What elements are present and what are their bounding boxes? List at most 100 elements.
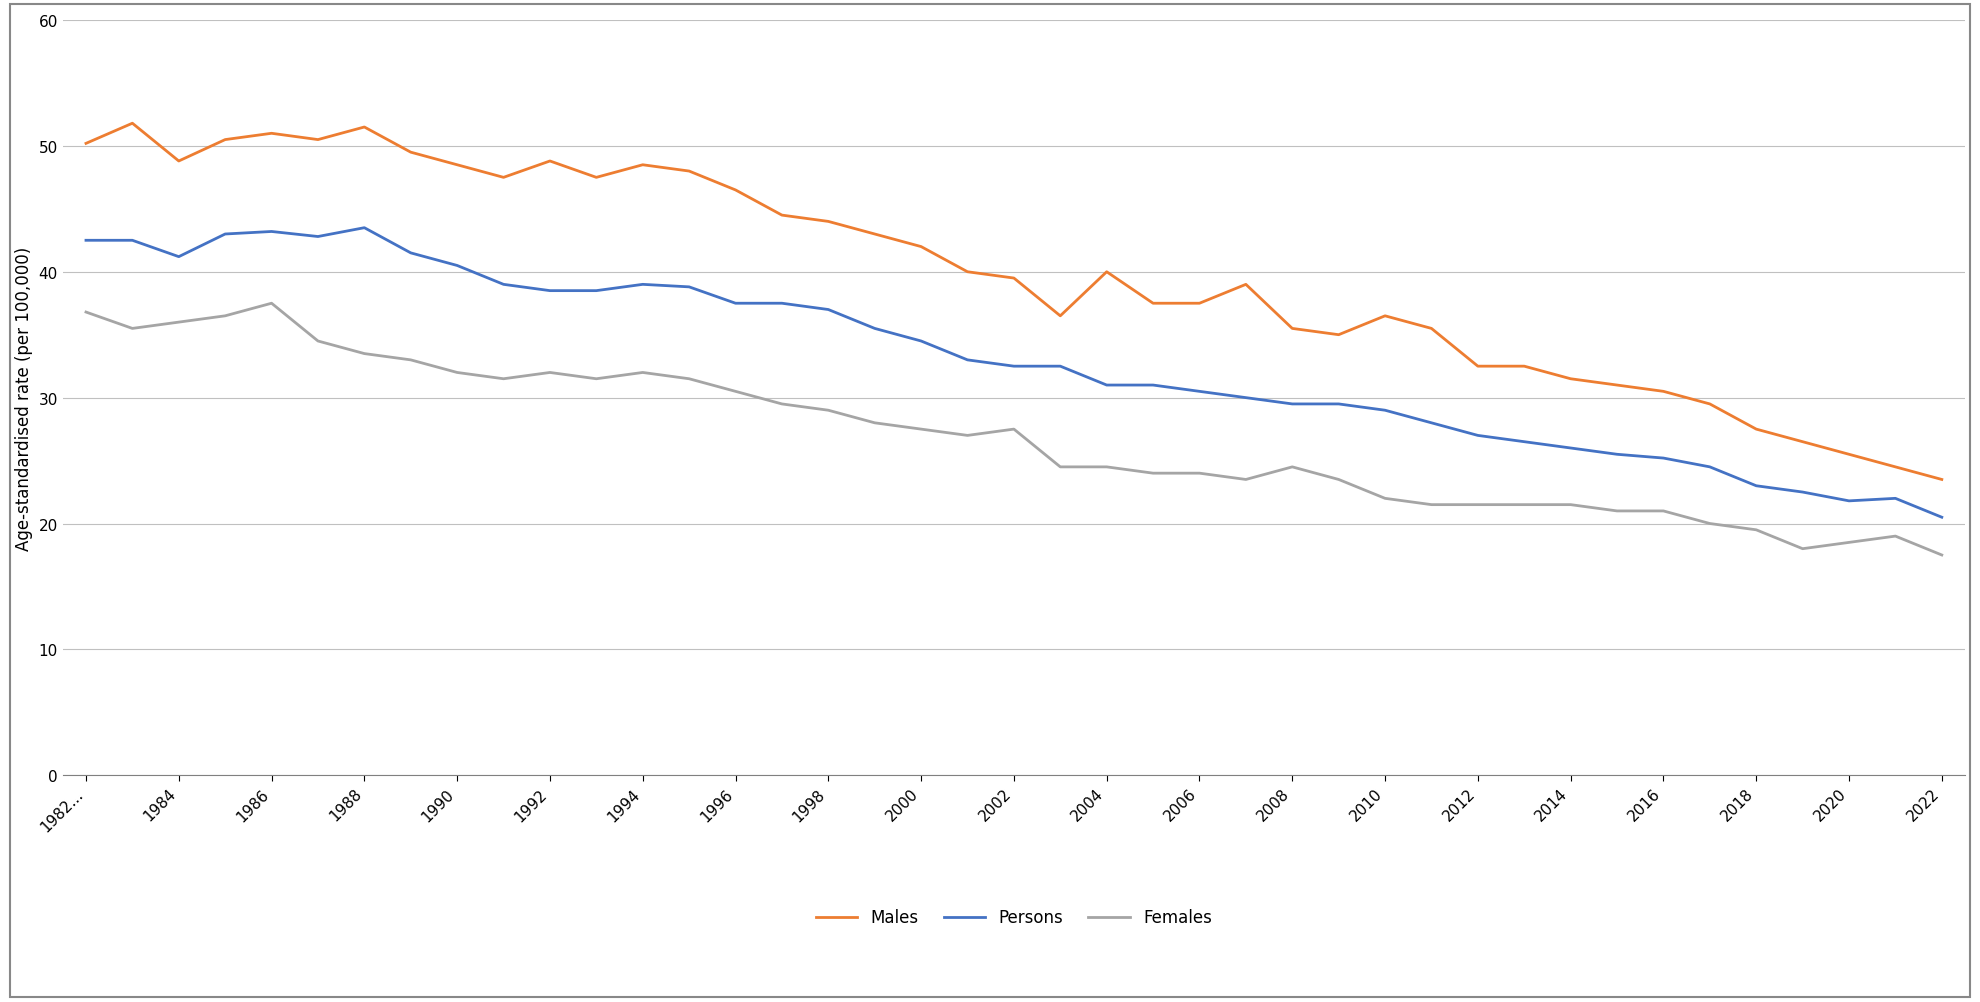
Females	[1558, 499, 1582, 511]
Females	[770, 399, 794, 411]
Males	[446, 159, 469, 171]
Males	[1606, 380, 1630, 392]
Persons	[1374, 405, 1398, 417]
Persons	[1420, 418, 1443, 430]
Persons	[1095, 380, 1119, 392]
Persons	[1513, 436, 1536, 448]
Females	[166, 317, 190, 329]
Line: Persons: Persons	[85, 228, 1942, 518]
Males	[677, 166, 701, 178]
Persons	[1651, 453, 1675, 465]
Males	[1883, 461, 1907, 473]
Males	[1513, 361, 1536, 373]
Females	[1234, 474, 1257, 486]
Legend: Males, Persons, Females: Males, Persons, Females	[810, 902, 1220, 933]
Persons	[259, 226, 283, 238]
Males	[1049, 311, 1073, 323]
Males	[1374, 311, 1398, 323]
Persons	[632, 279, 655, 291]
Males	[956, 267, 980, 279]
Persons	[539, 286, 562, 298]
Females	[259, 298, 283, 310]
Females	[1281, 461, 1305, 473]
Persons	[1790, 487, 1814, 499]
Males	[1930, 474, 1954, 486]
Males	[73, 138, 97, 150]
Males	[909, 241, 933, 254]
Males	[1699, 399, 1723, 411]
Females	[491, 374, 515, 386]
Males	[1420, 323, 1443, 335]
Males	[1281, 323, 1305, 335]
Females	[1049, 461, 1073, 473]
Males	[398, 147, 422, 159]
Line: Males: Males	[85, 124, 1942, 480]
Females	[446, 367, 469, 379]
Persons	[1465, 430, 1489, 442]
Females	[1327, 474, 1350, 486]
Persons	[1140, 380, 1164, 392]
Females	[214, 311, 238, 323]
Persons	[677, 282, 701, 294]
Persons	[770, 298, 794, 310]
Persons	[1744, 480, 1768, 492]
Persons	[121, 235, 145, 247]
Males	[1790, 436, 1814, 448]
Persons	[1558, 443, 1582, 455]
Males	[214, 134, 238, 146]
Persons	[73, 235, 97, 247]
Males	[1095, 267, 1119, 279]
Females	[1420, 499, 1443, 511]
Females	[1374, 493, 1398, 505]
Females	[539, 367, 562, 379]
Females	[816, 405, 840, 417]
Persons	[398, 247, 422, 260]
Females	[584, 374, 608, 386]
Males	[352, 122, 376, 134]
Males	[307, 134, 331, 146]
Males	[121, 118, 145, 130]
Females	[909, 424, 933, 436]
Persons	[1188, 386, 1212, 398]
Persons	[1837, 495, 1861, 507]
Females	[1651, 505, 1675, 517]
Females	[352, 349, 376, 361]
Y-axis label: Age-standardised rate (per 100,000): Age-standardised rate (per 100,000)	[16, 246, 34, 550]
Males	[1651, 386, 1675, 398]
Persons	[584, 286, 608, 298]
Males	[770, 209, 794, 221]
Males	[1140, 298, 1164, 310]
Persons	[1699, 461, 1723, 473]
Persons	[1281, 399, 1305, 411]
Females	[1188, 468, 1212, 480]
Males	[584, 172, 608, 184]
Females	[1095, 461, 1119, 473]
Females	[1744, 524, 1768, 536]
Females	[1790, 543, 1814, 555]
Males	[166, 156, 190, 168]
Persons	[956, 355, 980, 367]
Males	[491, 172, 515, 184]
Persons	[214, 228, 238, 240]
Females	[1883, 530, 1907, 542]
Males	[539, 156, 562, 168]
Males	[1744, 424, 1768, 436]
Females	[1002, 424, 1026, 436]
Persons	[863, 323, 887, 335]
Females	[1699, 518, 1723, 530]
Females	[863, 418, 887, 430]
Persons	[1930, 512, 1954, 524]
Males	[632, 159, 655, 171]
Males	[723, 184, 746, 196]
Females	[1465, 499, 1489, 511]
Persons	[307, 231, 331, 243]
Line: Females: Females	[85, 304, 1942, 555]
Persons	[166, 252, 190, 264]
Persons	[1883, 493, 1907, 505]
Persons	[446, 261, 469, 273]
Females	[1837, 537, 1861, 549]
Females	[723, 386, 746, 398]
Persons	[352, 222, 376, 234]
Females	[677, 374, 701, 386]
Persons	[491, 279, 515, 291]
